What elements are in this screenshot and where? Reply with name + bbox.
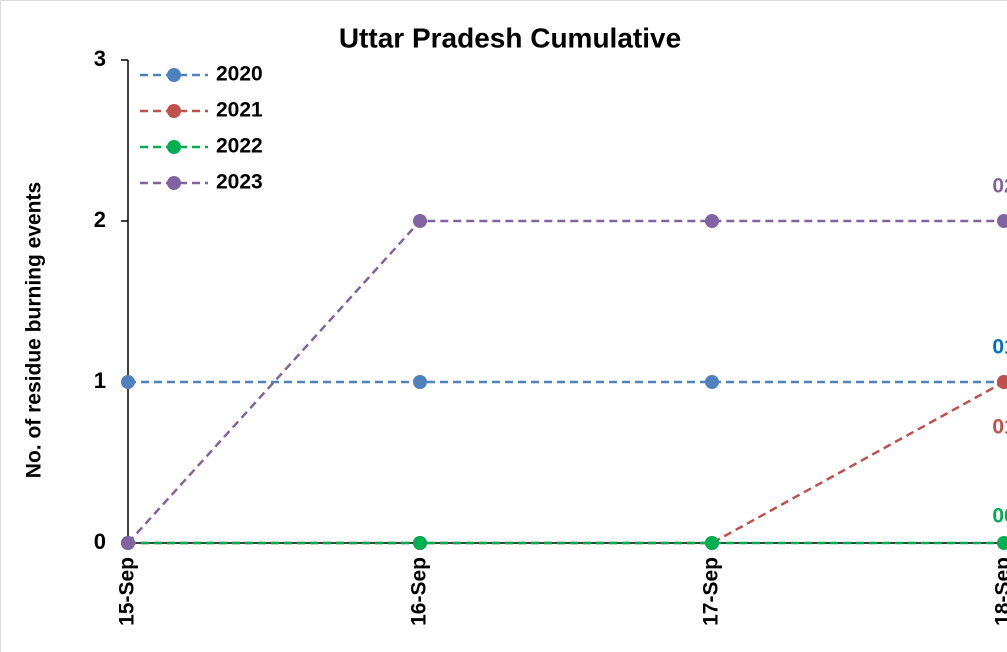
x-tick-label: 15-Sep bbox=[116, 557, 139, 626]
chart-title: Uttar Pradesh Cumulative bbox=[339, 22, 681, 53]
data-label: 01 bbox=[992, 416, 1007, 439]
legend-marker bbox=[167, 68, 181, 82]
y-axis-title: No. of residue burning events bbox=[23, 182, 46, 478]
x-tick-label: 18-Sep bbox=[992, 557, 1007, 626]
legend-marker bbox=[167, 176, 181, 190]
y-tick-label: 1 bbox=[94, 368, 106, 393]
data-point bbox=[413, 536, 427, 550]
data-point bbox=[705, 536, 719, 550]
legend-marker bbox=[167, 104, 181, 118]
legend-label: 2023 bbox=[216, 171, 263, 194]
series-line bbox=[127, 219, 1004, 544]
y-tick-label: 2 bbox=[94, 207, 106, 232]
data-label: 01 bbox=[992, 336, 1007, 359]
data-point bbox=[997, 536, 1007, 550]
legend-label: 2020 bbox=[216, 63, 263, 86]
data-point bbox=[413, 214, 427, 228]
legend-marker bbox=[167, 140, 181, 154]
x-tick-label: 17-Sep bbox=[700, 557, 723, 626]
data-label: 00 bbox=[992, 505, 1007, 528]
data-label: 02 bbox=[992, 175, 1007, 198]
data-point bbox=[413, 375, 427, 389]
data-point bbox=[997, 214, 1007, 228]
data-point bbox=[997, 375, 1007, 389]
legend-label: 2021 bbox=[216, 99, 263, 122]
x-tick-label: 16-Sep bbox=[408, 557, 431, 626]
data-point bbox=[705, 375, 719, 389]
data-point bbox=[121, 536, 135, 550]
data-point bbox=[705, 214, 719, 228]
y-tick-label: 3 bbox=[94, 46, 106, 71]
legend-label: 2022 bbox=[216, 135, 263, 158]
y-tick-label: 0 bbox=[94, 529, 106, 554]
data-point bbox=[121, 375, 135, 389]
